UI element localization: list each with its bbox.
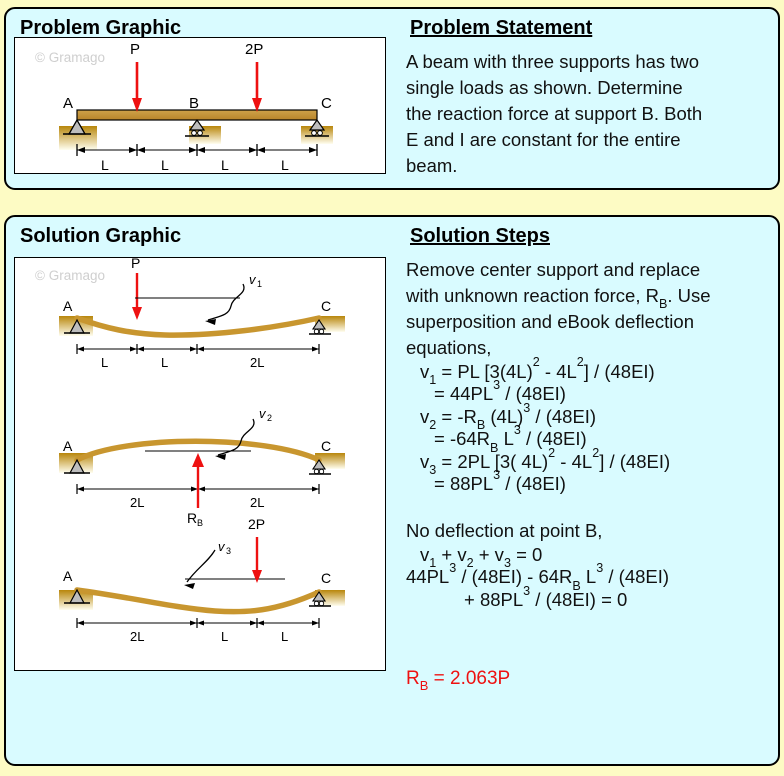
svg-text:A: A xyxy=(63,298,73,314)
svg-text:2P: 2P xyxy=(248,516,265,532)
svg-text:2: 2 xyxy=(267,413,272,423)
svg-text:P: P xyxy=(131,258,140,271)
svg-text:© Gramago: © Gramago xyxy=(35,50,105,65)
svg-text:v: v xyxy=(259,406,267,421)
svg-text:v: v xyxy=(218,539,226,554)
svg-text:1: 1 xyxy=(257,279,262,289)
svg-text:v: v xyxy=(249,272,257,287)
svg-text:C: C xyxy=(321,95,332,112)
svg-text:2L: 2L xyxy=(130,495,144,510)
svg-text:© Gramago: © Gramago xyxy=(35,268,105,283)
svg-text:C: C xyxy=(321,570,331,586)
svg-text:L: L xyxy=(101,355,108,370)
svg-text:A: A xyxy=(63,568,73,584)
svg-text:L: L xyxy=(221,629,228,644)
svg-text:L: L xyxy=(161,157,169,173)
svg-text:2L: 2L xyxy=(250,355,264,370)
svg-text:A: A xyxy=(63,438,73,454)
svg-text:C: C xyxy=(321,438,331,454)
svg-text:B: B xyxy=(197,518,203,528)
svg-text:C: C xyxy=(321,298,331,314)
svg-text:L: L xyxy=(281,629,288,644)
svg-text:L: L xyxy=(221,157,229,173)
svg-text:P: P xyxy=(130,41,140,58)
svg-text:A: A xyxy=(63,95,73,112)
svg-text:2L: 2L xyxy=(250,495,264,510)
svg-text:3: 3 xyxy=(226,546,231,556)
svg-text:L: L xyxy=(161,355,168,370)
svg-text:2L: 2L xyxy=(130,629,144,644)
svg-text:2P: 2P xyxy=(245,41,263,58)
svg-text:B: B xyxy=(189,95,199,112)
svg-text:R: R xyxy=(187,510,197,526)
svg-text:L: L xyxy=(101,157,109,173)
svg-text:L: L xyxy=(281,157,289,173)
